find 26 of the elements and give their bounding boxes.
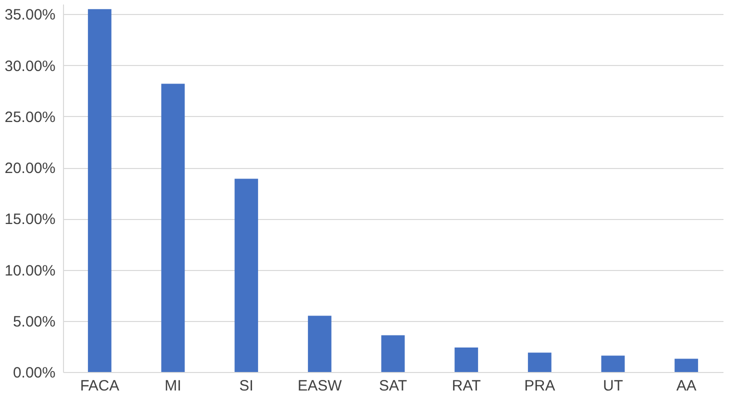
x-tick-label: AA <box>676 378 696 394</box>
y-tick-label: 25.00% <box>4 108 56 126</box>
y-tick-label: 30.00% <box>4 58 56 75</box>
bar <box>674 358 698 372</box>
bar <box>454 347 478 372</box>
x-tick-label: SAT <box>378 378 408 394</box>
y-tick-label: 20.00% <box>4 160 56 178</box>
x-tick-label: MI <box>164 378 182 394</box>
y-tick-label: 35.00% <box>4 6 56 24</box>
y-tick-label: 15.00% <box>4 211 56 228</box>
x-tick-label: EASW <box>298 378 343 394</box>
y-tick-label: 0.00% <box>12 364 56 382</box>
bar <box>234 178 258 372</box>
bar <box>601 356 625 372</box>
bar <box>528 352 552 372</box>
bar <box>88 9 112 372</box>
bar <box>308 316 332 372</box>
x-tick-label: SI <box>239 378 254 394</box>
x-tick-label: PRA <box>524 378 556 394</box>
y-tick-label: 10.00% <box>4 262 56 280</box>
x-tick-label: UT <box>603 378 623 394</box>
bar <box>381 335 405 372</box>
bar <box>161 84 185 372</box>
x-tick-label: RAT <box>452 378 481 394</box>
x-tick-label: FACA <box>80 378 120 394</box>
y-tick-label: 5.00% <box>12 313 56 330</box>
